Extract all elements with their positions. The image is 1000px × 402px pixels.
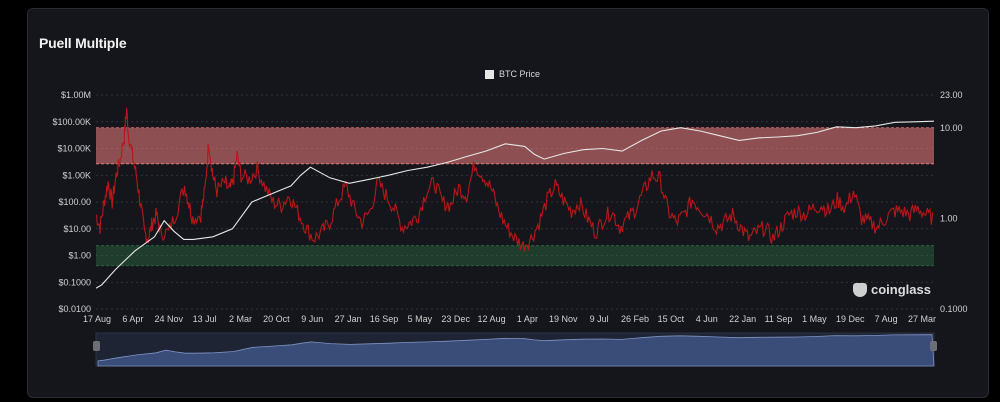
y-left-tick-label: $100.00 xyxy=(58,197,91,207)
y-left-tick-label: $0.0100 xyxy=(58,304,91,314)
x-tick-label: 1 Apr xyxy=(517,314,538,324)
x-tick-label: 27 Mar xyxy=(908,314,936,324)
legend-label: BTC Price xyxy=(499,69,541,79)
x-tick-label: 16 Sep xyxy=(370,314,399,324)
y-left-tick-label: $10.00K xyxy=(57,144,91,154)
range-navigator[interactable] xyxy=(93,332,937,367)
puell-multiple-line xyxy=(96,107,934,252)
y-left-tick-label: $1.00 xyxy=(68,251,91,261)
x-tick-label: 26 Feb xyxy=(621,314,649,324)
x-tick-label: 11 Sep xyxy=(765,314,793,324)
x-tick-label: 23 Dec xyxy=(441,314,470,324)
navigator-handle-right[interactable] xyxy=(930,341,937,351)
y-left-tick-label: $100.00K xyxy=(52,117,91,127)
x-tick-label: 24 Nov xyxy=(154,314,183,324)
y-right-tick-label: 1.00 xyxy=(940,213,958,223)
x-tick-label: 2 Mar xyxy=(229,314,252,324)
red-band xyxy=(96,127,934,164)
y-right-tick-label: 10.00 xyxy=(940,123,963,133)
coinglass-watermark: coinglass xyxy=(853,282,931,297)
x-tick-label: 19 Dec xyxy=(836,314,865,324)
grid xyxy=(96,94,934,310)
legend-item-btc-price[interactable]: BTC Price xyxy=(485,69,540,79)
x-tick-label: 13 Jul xyxy=(193,314,217,324)
x-tick-label: 1 May xyxy=(802,314,827,324)
y-left-tick-label: $1.00K xyxy=(62,170,91,180)
y-left-tick-label: $10.00 xyxy=(63,224,91,234)
x-tick-label: 15 Oct xyxy=(658,314,685,324)
y-left-tick-label: $1.00M xyxy=(61,90,91,100)
y-left-tick-label: $0.1000 xyxy=(58,277,91,287)
legend-swatch xyxy=(485,69,494,79)
x-tick-label: 22 Jan xyxy=(729,314,756,324)
x-tick-label: 27 Jan xyxy=(335,314,362,324)
navigator-handle-left[interactable] xyxy=(93,341,100,351)
x-tick-label: 9 Jul xyxy=(590,314,609,324)
x-tick-label: 19 Nov xyxy=(549,314,578,324)
navigator-area xyxy=(97,334,935,367)
x-tick-label: 6 Apr xyxy=(122,314,143,324)
btc-price-line xyxy=(96,120,934,289)
x-tick-label: 7 Aug xyxy=(875,314,898,324)
green-band xyxy=(96,245,934,266)
y-right-tick-label: 23.00 xyxy=(940,90,963,100)
x-tick-label: 5 May xyxy=(408,314,433,324)
coinglass-logo-icon xyxy=(853,282,867,297)
x-tick-label: 4 Jun xyxy=(696,314,718,324)
x-tick-label: 17 Aug xyxy=(83,314,111,324)
x-tick-label: 9 Jun xyxy=(301,314,323,324)
x-tick-label: 12 Aug xyxy=(478,314,506,324)
x-tick-label: 20 Oct xyxy=(263,314,290,324)
brand-text: coinglass xyxy=(871,282,931,297)
chart-title: Puell Multiple xyxy=(39,35,127,51)
y-right-tick-label: 0.1000 xyxy=(940,304,968,314)
